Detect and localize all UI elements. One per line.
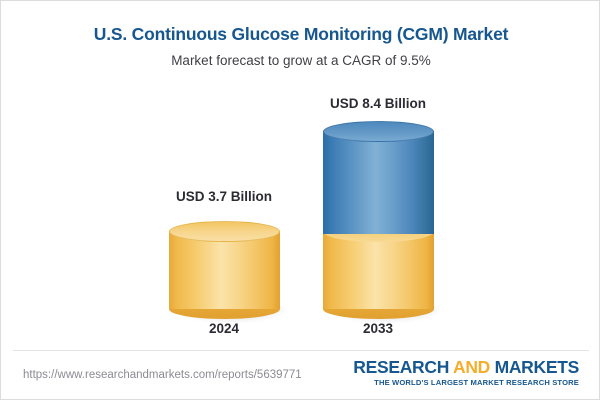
cylinder-body xyxy=(169,231,280,309)
logo-word-research: RESEARCH xyxy=(353,357,453,377)
chart-title: U.S. Continuous Glucose Monitoring (CGM)… xyxy=(93,24,509,44)
cylinder-segment-base-2024 xyxy=(169,221,280,319)
cylinder-2033 xyxy=(323,121,441,323)
bar-value-label-2024: USD 3.7 Billion xyxy=(175,189,273,204)
cylinder-top-face xyxy=(323,121,434,142)
cylinder-segment-growth-2033 xyxy=(323,121,434,234)
logo-wordmark: RESEARCH AND MARKETS xyxy=(353,357,580,377)
cylinder-top-face xyxy=(169,221,280,242)
logo-tagline: THE WORLD'S LARGEST MARKET RESEARCH STOR… xyxy=(374,377,579,387)
chart-subtitle: Market forecast to grow at a CAGR of 9.5… xyxy=(171,53,431,68)
research-and-markets-logo[interactable]: RESEARCH AND MARKETS THE WORLD'S LARGEST… xyxy=(353,357,580,387)
logo-word-and: AND xyxy=(452,357,495,377)
source-url[interactable]: https://www.researchandmarkets.com/repor… xyxy=(23,369,302,381)
footer-divider xyxy=(13,350,589,351)
category-label-2024: 2024 xyxy=(208,321,240,336)
bar-value-label-2033: USD 8.4 Billion xyxy=(329,96,427,111)
cylinder-body xyxy=(323,131,434,234)
logo-word-markets: MARKETS xyxy=(494,357,580,377)
cylinder-segment-base-2033 xyxy=(323,221,434,319)
cylinder-2024 xyxy=(169,221,287,323)
cylinder-body xyxy=(323,231,434,309)
bar-group-2024: USD 3.7 Billion 2024 xyxy=(169,1,287,349)
chart-plot-area: USD 3.7 Billion 2024 USD 8.4 Billion xyxy=(1,1,599,349)
category-label-2033: 2033 xyxy=(362,321,394,336)
bar-group-2033: USD 8.4 Billion 2033 xyxy=(323,1,441,349)
